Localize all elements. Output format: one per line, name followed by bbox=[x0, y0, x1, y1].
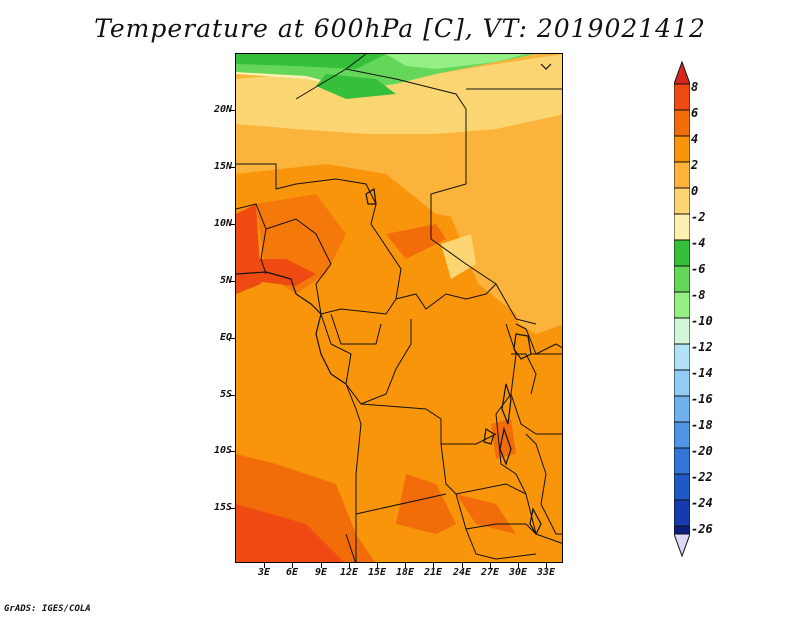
lon-tick bbox=[264, 563, 265, 568]
lat-label-5n: 5N bbox=[219, 275, 232, 286]
field-hot-south bbox=[396, 474, 456, 534]
colorbar-label-m2: -2 bbox=[691, 210, 706, 224]
lat-label-5s: 5S bbox=[219, 389, 232, 400]
grads-credit: GrADS: IGES/COLA bbox=[4, 604, 91, 614]
colorbar-label-m20: -20 bbox=[691, 444, 713, 458]
field-green-dark-west bbox=[236, 54, 386, 69]
lat-tick bbox=[229, 167, 235, 168]
map-panel bbox=[235, 53, 563, 563]
field-hot-gulf bbox=[236, 259, 316, 286]
lon-label-27e: 27E bbox=[480, 567, 500, 578]
lat-label-20n: 20N bbox=[213, 104, 232, 115]
colorbar-label-m18: -18 bbox=[691, 418, 713, 432]
lat-tick bbox=[229, 224, 235, 225]
colorbar-label-2: 2 bbox=[691, 158, 699, 172]
lat-label-15n: 15N bbox=[213, 161, 232, 172]
colorbar-label-m14: -14 bbox=[691, 366, 713, 380]
colorbar-label-m8: -8 bbox=[691, 288, 706, 302]
chart-title: Temperature at 600hPa [C], VT: 201902141… bbox=[94, 14, 706, 43]
lon-tick bbox=[462, 563, 463, 568]
lon-label-15e: 15E bbox=[367, 567, 387, 578]
lon-label-21e: 21E bbox=[423, 567, 443, 578]
lon-tick bbox=[433, 563, 434, 568]
colorbar-bottom-arrow bbox=[674, 533, 690, 558]
field-cool-north bbox=[236, 54, 562, 134]
colorbar-label-m16: -16 bbox=[691, 392, 713, 406]
field-green-light bbox=[386, 54, 526, 69]
lon-tick bbox=[490, 563, 491, 568]
lat-tick bbox=[229, 281, 235, 282]
field-east-mild bbox=[436, 114, 562, 334]
lon-label-30e: 30E bbox=[508, 567, 528, 578]
field-cool-tongue bbox=[441, 234, 476, 279]
lon-tick bbox=[405, 563, 406, 568]
lon-label-24e: 24E bbox=[452, 567, 472, 578]
coastlines bbox=[236, 63, 552, 385]
lat-tick bbox=[229, 508, 235, 509]
lat-label-15s: 15S bbox=[213, 502, 232, 513]
lat-tick bbox=[229, 338, 235, 339]
colorbar bbox=[674, 60, 690, 558]
field-hotter-southwest bbox=[236, 504, 344, 562]
country-borders bbox=[236, 54, 562, 562]
lon-tick bbox=[518, 563, 519, 568]
lon-label-33e: 33E bbox=[536, 567, 556, 578]
field-central bbox=[356, 274, 536, 464]
colorbar-label-m22: -22 bbox=[691, 470, 713, 484]
lon-label-18e: 18E bbox=[395, 567, 415, 578]
colorbar-label-m12: -12 bbox=[691, 340, 713, 354]
lat-label-eq: EQ bbox=[219, 332, 232, 343]
colorbar-label-4: 4 bbox=[691, 132, 699, 146]
temperature-field-map bbox=[236, 54, 562, 562]
lon-tick bbox=[377, 563, 378, 568]
lat-label-10n: 10N bbox=[213, 218, 232, 229]
lon-tick bbox=[349, 563, 350, 568]
lon-label-12e: 12E bbox=[339, 567, 359, 578]
lat-tick bbox=[229, 395, 235, 396]
lon-tick bbox=[321, 563, 322, 568]
field-green-dark bbox=[316, 74, 396, 99]
colorbar-label-m10: -10 bbox=[691, 314, 713, 328]
colorbar-label-6: 6 bbox=[691, 106, 699, 120]
lakes bbox=[483, 333, 542, 536]
colorbar-label-m6: -6 bbox=[691, 262, 706, 276]
colorbar-label-m24: -24 bbox=[691, 496, 713, 510]
lon-label-6e: 6E bbox=[285, 567, 299, 578]
lon-tick bbox=[546, 563, 547, 568]
lat-tick bbox=[229, 451, 235, 452]
colorbar-top-arrow bbox=[674, 60, 690, 85]
colorbar-label-m4: -4 bbox=[691, 236, 706, 250]
lat-tick bbox=[229, 110, 235, 111]
lon-tick bbox=[292, 563, 293, 568]
colorbar-label-m26: -26 bbox=[691, 522, 713, 536]
lat-label-10s: 10S bbox=[213, 445, 232, 456]
lon-label-3e: 3E bbox=[257, 567, 271, 578]
lon-label-9e: 9E bbox=[314, 567, 328, 578]
colorbar-label-8: 8 bbox=[691, 80, 699, 94]
colorbar-label-0: 0 bbox=[691, 184, 699, 198]
